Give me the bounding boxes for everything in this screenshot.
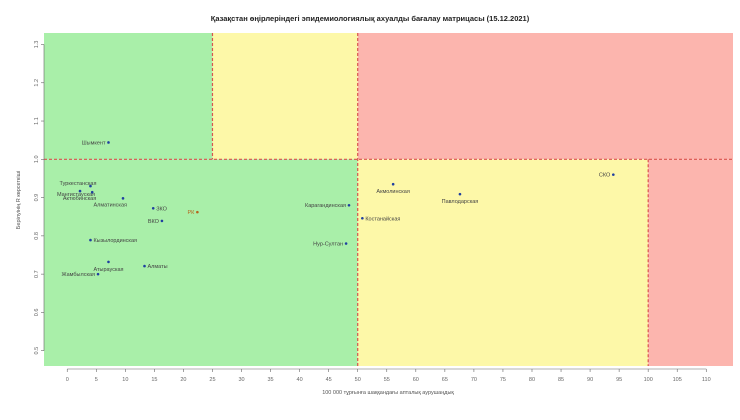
y-tick-label: 0.5 [34, 347, 40, 355]
x-tick-label: 105 [673, 377, 682, 383]
points: Шымкент Туркестанская МангистаускаяАктюбин… [57, 140, 615, 278]
point-label: Нур-Султан [313, 242, 343, 248]
point-label: Костанайская [365, 215, 400, 222]
data-point [361, 216, 364, 220]
x-tick-label: 60 [413, 377, 419, 383]
y-tick-label: 0.6 [34, 309, 40, 317]
x-tick-label: 20 [180, 377, 186, 383]
point-label: Туркестанская [60, 181, 97, 187]
data-point [78, 189, 82, 193]
point-label: Атырауская [93, 267, 123, 273]
point-label: Мангистауская [57, 192, 95, 198]
point-label: Павлодарская [442, 199, 479, 205]
x-tick-label: 85 [558, 377, 564, 383]
zone-yellow-lower [357, 159, 649, 366]
x-tick-label: 35 [268, 377, 274, 383]
x-tick-label: 40 [297, 377, 303, 383]
y-tick-label: 0.9 [34, 194, 40, 202]
data-point [107, 260, 110, 264]
x-tick-label: 75 [500, 377, 506, 383]
data-point [344, 242, 348, 245]
point-label: Алматинская [93, 202, 127, 208]
y-tick-label: 1.2 [34, 79, 40, 87]
data-point [121, 197, 125, 200]
data-point [143, 264, 146, 268]
y-tick-label: 1.3 [34, 41, 40, 49]
x-tick-label: 30 [238, 377, 244, 383]
x-tick-label: 70 [471, 377, 477, 383]
point-label: Жамбылская [61, 272, 95, 278]
point-label: ВКО [148, 219, 160, 225]
point-label: РК [187, 210, 195, 216]
zone-yellow-upper [212, 33, 358, 160]
data-point [391, 182, 395, 186]
data-point [612, 173, 615, 176]
data-point [89, 184, 92, 188]
zone-green-upper [44, 33, 213, 160]
x-tick-label: 95 [616, 377, 622, 383]
zone-green-lower [44, 159, 358, 366]
x-tick-label: 80 [529, 377, 535, 383]
y-tick-label: 0.8 [34, 232, 40, 240]
x-tick-label: 5 [95, 377, 98, 383]
data-point [151, 207, 155, 210]
point-label: Карагандинская [305, 203, 346, 209]
data-point [458, 192, 462, 196]
x-tick-label: 45 [326, 377, 332, 383]
x-tick-label: 15 [151, 377, 157, 383]
data-point [89, 238, 92, 242]
x-tick-label: 25 [209, 377, 215, 383]
point-label: ЗКО [156, 206, 167, 212]
axes: 0 5 10 15 20 25 30 35 40 45 50 55 60 65 70 75 80 85 90 95 10… [34, 41, 711, 383]
x-tick-label: 110 [702, 377, 711, 383]
x-tick-label: 10 [122, 377, 128, 383]
y-axis-label: Берілуінің R көрсеткіші [16, 171, 22, 229]
x-tick-label: 55 [384, 377, 390, 383]
x-tick-label: 100 [644, 377, 653, 383]
x-tick-label: 50 [355, 377, 361, 383]
chart-title: Қазақстан өңірлеріндегі эпидемиологиялық… [211, 14, 530, 23]
point-label: Кызылординская [93, 238, 137, 244]
y-tick-label: 1.1 [34, 117, 40, 125]
zone-red-upper [357, 33, 733, 160]
zone-red-lower [648, 159, 733, 366]
point-label: Шымкент [82, 140, 106, 146]
x-tick-label: 0 [66, 377, 69, 383]
point-label: Алматы [148, 264, 168, 270]
data-point [196, 210, 199, 214]
y-tick-label: 0.7 [34, 270, 40, 278]
x-axis-label: 100 000 тұрғынға шаққандағы апталық ауру… [322, 390, 454, 396]
data-point [107, 141, 110, 144]
data-point [347, 203, 351, 207]
point-label: Актюбинская [63, 196, 96, 202]
point-label: Акмолинская [376, 189, 409, 195]
zones [44, 33, 733, 366]
data-point [160, 219, 164, 223]
data-point [96, 272, 100, 276]
data-point [90, 190, 94, 194]
point-label: СКО [599, 173, 611, 179]
y-tick-label: 1.0 [34, 155, 40, 163]
x-tick-label: 90 [587, 377, 593, 383]
x-tick-label: 65 [442, 377, 448, 383]
